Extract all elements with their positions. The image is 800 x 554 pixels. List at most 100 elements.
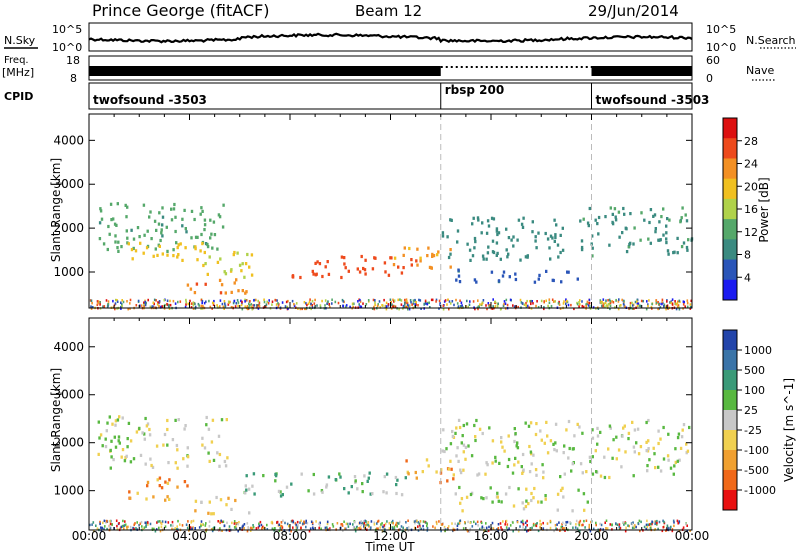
noise-panel: N.Sky 10^5 10^0 10^5 10^0 N.Search	[4, 22, 796, 54]
near-range-cell	[136, 521, 138, 524]
echo-cell	[162, 443, 165, 447]
echo-cell	[617, 448, 621, 452]
near-range-cell	[435, 520, 438, 524]
near-range-cell	[237, 304, 239, 308]
near-range-cell	[255, 304, 258, 307]
near-range-cell	[447, 525, 450, 528]
echo-cell	[176, 255, 179, 259]
echo-cell	[443, 449, 446, 454]
near-range-cell	[222, 520, 225, 523]
echo-cell	[116, 418, 120, 422]
near-range-cell	[408, 304, 411, 307]
near-range-cell	[625, 526, 627, 530]
near-range-cell	[395, 523, 397, 527]
near-range-cell	[365, 524, 367, 527]
echo-cell	[174, 418, 177, 422]
near-range-cell	[370, 520, 373, 523]
near-range-cell	[444, 529, 446, 533]
echo-cell	[203, 223, 207, 227]
near-range-cell	[469, 521, 472, 524]
near-range-cell	[486, 307, 488, 311]
echo-cell	[143, 437, 146, 441]
echo-cell	[245, 290, 248, 294]
near-range-cell	[304, 307, 306, 311]
echo-cell	[215, 495, 218, 500]
cpid-segment-label: rbsp 200	[445, 83, 504, 97]
echo-cell	[126, 437, 129, 441]
echo-cell	[450, 218, 453, 222]
near-range-cell	[326, 302, 328, 305]
echo-cell	[555, 223, 558, 227]
echo-cell	[529, 421, 533, 425]
near-range-cell	[605, 304, 608, 307]
echo-cell	[146, 480, 150, 484]
echo-cell	[166, 495, 169, 499]
near-range-cell	[121, 304, 123, 308]
colorbar-tick-label: 100	[744, 384, 765, 397]
near-range-cell	[307, 302, 310, 305]
near-range-cell	[543, 300, 545, 303]
echo-cell	[665, 224, 668, 228]
echo-cell	[497, 499, 500, 503]
near-range-cell	[624, 522, 627, 525]
echo-cell	[207, 511, 210, 515]
echo-cell	[210, 512, 213, 516]
near-range-cell	[316, 304, 318, 307]
near-range-cell	[96, 300, 99, 303]
echo-cell	[117, 240, 120, 244]
near-range-cell	[376, 520, 379, 523]
echo-cell	[554, 422, 558, 426]
colorbar-tick-label: -25	[744, 424, 762, 437]
echo-cell	[659, 238, 662, 242]
near-range-cell	[426, 526, 429, 530]
near-range-cell	[187, 302, 189, 306]
echo-cell	[416, 263, 419, 267]
near-range-cell	[520, 301, 523, 304]
near-range-cell	[161, 305, 164, 308]
echo-cell	[571, 462, 574, 466]
echo-cell	[665, 241, 668, 245]
echo-cell	[491, 239, 495, 243]
colorbar-tick-label: 20	[744, 180, 758, 193]
echo-cell	[473, 246, 476, 250]
near-range-cell	[263, 300, 266, 304]
echo-cell	[553, 218, 556, 222]
near-range-cell	[129, 307, 131, 310]
near-range-cell	[512, 304, 514, 307]
near-range-cell	[392, 298, 394, 302]
echo-cell	[212, 512, 215, 516]
near-range-cell	[522, 523, 525, 526]
near-range-cell	[612, 301, 615, 304]
near-range-cell	[240, 303, 243, 307]
echo-cell	[594, 449, 597, 453]
near-range-cell	[631, 301, 633, 305]
echo-cell	[506, 464, 510, 469]
noise-tick-top-left: 10^5	[52, 23, 82, 36]
echo-cell	[130, 228, 133, 232]
echo-cell	[291, 275, 295, 279]
near-range-cell	[547, 304, 549, 308]
echo-cell	[166, 427, 169, 432]
echo-cell	[141, 431, 144, 435]
echo-cell	[613, 207, 617, 211]
echo-cell	[581, 471, 584, 475]
near-range-cell	[334, 300, 337, 304]
echo-cell	[517, 460, 520, 464]
near-range-cell	[414, 521, 416, 525]
echo-cell	[622, 426, 625, 430]
near-range-cell	[585, 305, 587, 308]
near-range-cell	[438, 307, 440, 310]
near-range-cell	[440, 523, 443, 526]
near-range-cell	[543, 306, 545, 309]
echo-cell	[604, 215, 607, 219]
near-range-cell	[460, 301, 463, 304]
echo-cell	[321, 490, 324, 494]
echo-cell	[240, 269, 243, 273]
echo-cell	[358, 270, 362, 274]
near-range-cell	[640, 299, 643, 303]
near-range-cell	[605, 519, 608, 522]
echo-cell	[599, 430, 602, 434]
near-range-cell	[280, 521, 283, 524]
near-range-cell	[669, 527, 671, 530]
near-range-cell	[579, 303, 581, 306]
